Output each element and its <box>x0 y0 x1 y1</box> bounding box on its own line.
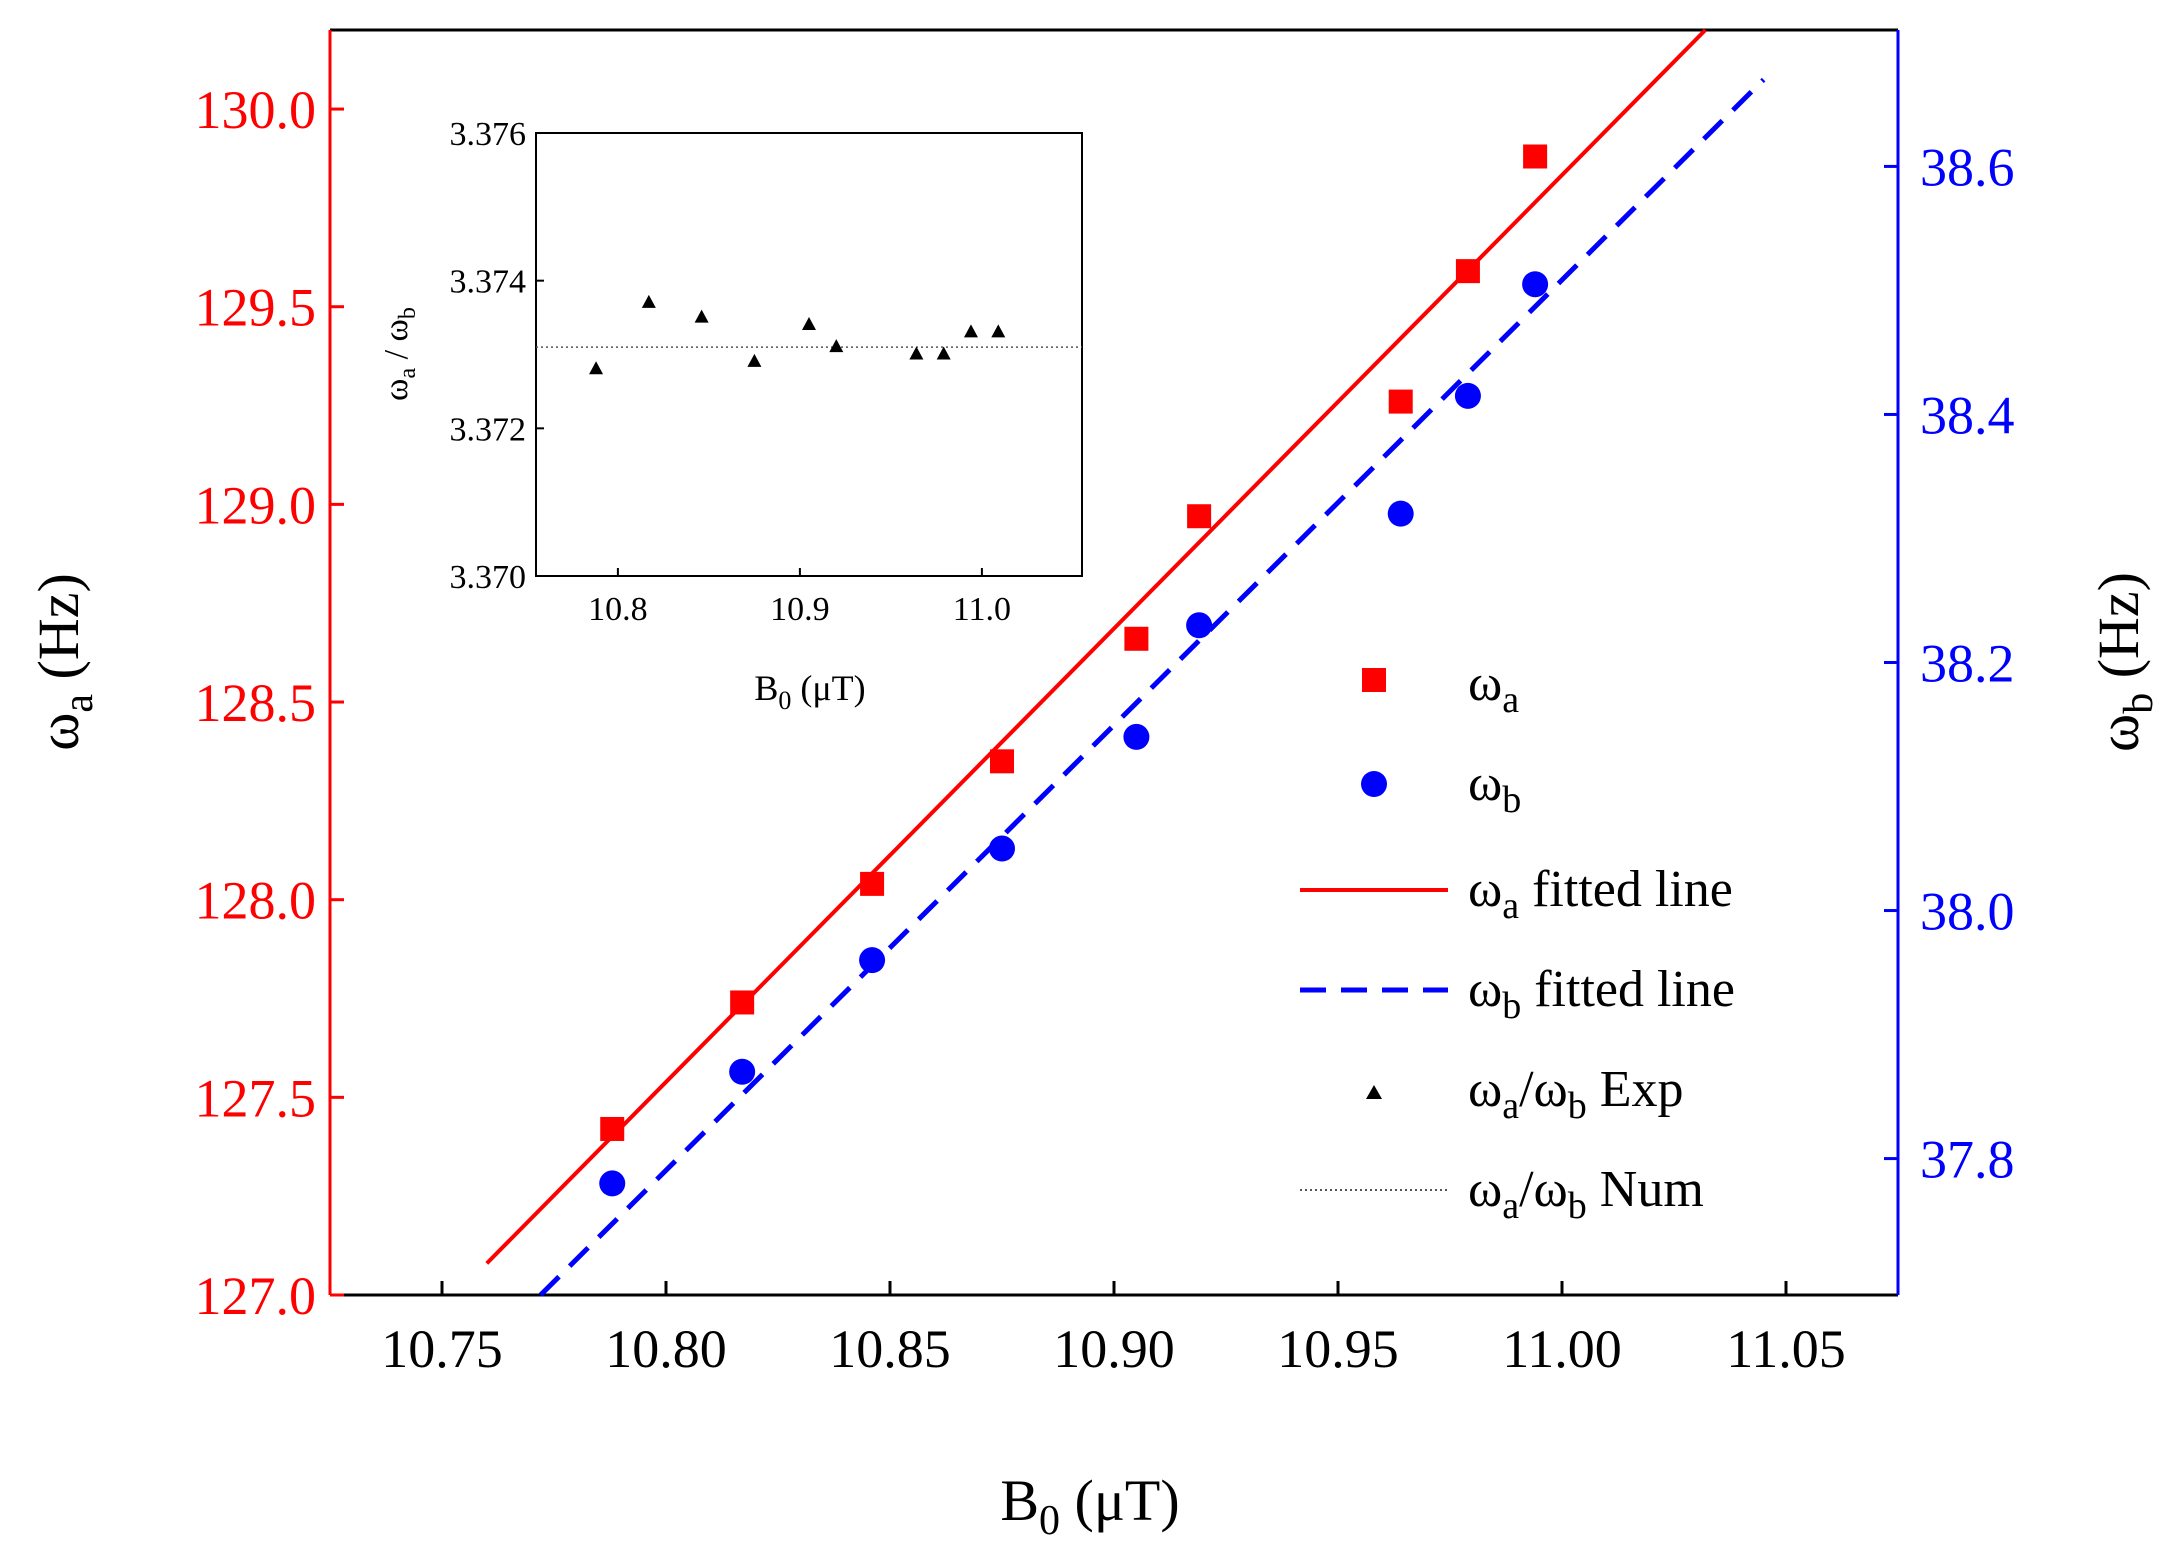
legend-symbol-triangle <box>1366 1085 1382 1099</box>
wb-point <box>599 1170 626 1197</box>
legend-symbol-circle <box>1361 771 1387 797</box>
wa-point <box>600 1116 625 1141</box>
main-y-left-ticks: 127.0 127.5 128.0 128.5 129.0 129.5 130.0 <box>195 80 344 1326</box>
ratio-exp-point <box>936 346 951 360</box>
fitted-lines <box>485 28 1766 1297</box>
y-left-tick-label: 129.5 <box>195 278 317 338</box>
legend-label-ratio-exp: ωa/ωb Exp <box>1468 1061 1684 1127</box>
y-left-tick-label: 127.0 <box>195 1266 317 1326</box>
ratio-exp-point <box>589 361 604 375</box>
y-left-tick-label: 127.5 <box>195 1068 317 1128</box>
inset-y-tick-label: 3.374 <box>450 264 527 301</box>
data-points <box>599 144 1549 1197</box>
main-y-right-ticks: 37.8 38.0 38.2 38.4 38.6 <box>1884 137 2015 1190</box>
wa-point <box>1388 389 1413 414</box>
main-x-ticks: 10.75 10.80 10.85 10.90 10.95 11.00 11.05 <box>381 1281 1846 1379</box>
y-right-axis-title-sub: b <box>2116 693 2162 714</box>
legend-label-ratio-num: ωa/ωb Num <box>1468 1161 1704 1227</box>
main-plot: 10.75 10.80 10.85 10.90 10.95 11.00 11.05 127.… <box>195 28 2015 1379</box>
y-right-tick-label: 38.6 <box>1920 137 2015 197</box>
x-tick-label: 10.95 <box>1277 1319 1399 1379</box>
x-axis-title: B0 (μT) <box>1000 1468 1179 1544</box>
wb-point <box>1123 723 1150 750</box>
wa-point <box>1124 626 1149 651</box>
legend-label-wa: ωa <box>1468 655 1519 721</box>
wa-point <box>1455 259 1480 284</box>
legend-label-wb: ωb <box>1468 755 1521 821</box>
y-right-axis-title-unit: (Hz) <box>2086 572 2151 693</box>
wb-point <box>1186 612 1213 639</box>
legend: ωa ωb ωa fitted line ωb fitted line ωa/ω… <box>1300 655 1735 1227</box>
inset-x-tick-label: 10.8 <box>588 591 648 628</box>
x-axis-title-main: B <box>1000 1468 1039 1533</box>
y-left-tick-label: 128.5 <box>195 673 317 733</box>
ratio-exp-point <box>909 346 924 360</box>
ratio-exp-point <box>991 324 1006 338</box>
x-axis-title-unit: (μT) <box>1060 1468 1180 1533</box>
x-tick-label: 10.75 <box>381 1319 503 1379</box>
x-axis-title-sub: 0 <box>1039 1498 1060 1544</box>
ratio-exp-point <box>747 353 762 367</box>
y-right-tick-label: 37.8 <box>1920 1130 2015 1190</box>
wb-point <box>989 835 1015 862</box>
y-left-axis-title: ωa (Hz) <box>26 573 102 751</box>
ratio-exp-point <box>963 324 978 338</box>
inset-y-tick-label: 3.376 <box>450 116 527 153</box>
y-left-tick-label: 129.0 <box>195 475 317 535</box>
ratio-exp-point <box>641 294 656 308</box>
wb-point <box>729 1058 756 1085</box>
wa-fitted-line <box>485 28 1707 1265</box>
x-tick-label: 10.80 <box>605 1319 727 1379</box>
legend-symbol-square <box>1362 668 1386 692</box>
wb-point <box>1454 382 1481 409</box>
y-left-axis-title-unit: (Hz) <box>26 573 91 694</box>
wb-fitted-line <box>538 77 1766 1297</box>
y-right-tick-label: 38.0 <box>1920 882 2015 942</box>
y-left-axis-title-main: ω <box>26 713 91 751</box>
ratio-exp-point <box>802 316 816 330</box>
wb-point <box>859 947 886 974</box>
y-right-axis-title: ωb (Hz) <box>2086 572 2162 752</box>
inset-y-axis-title: ωa / ωb <box>378 307 421 401</box>
x-tick-label: 10.85 <box>829 1319 951 1379</box>
inset-frame <box>535 132 1083 577</box>
wa-point <box>1187 504 1212 529</box>
y-left-tick-label: 130.0 <box>195 80 317 140</box>
ratio-exp-point <box>829 339 844 353</box>
inset-ticks: 10.8 10.9 11.0 3.370 3.372 3.374 3.376 <box>450 116 1012 628</box>
inset-x-tick-label: 10.9 <box>770 591 830 628</box>
x-tick-label: 11.00 <box>1502 1319 1622 1379</box>
inset-x-axis-title: B0 (μT) <box>754 668 865 715</box>
x-tick-label: 10.90 <box>1053 1319 1175 1379</box>
wb-point <box>1522 271 1549 298</box>
y-right-axis-title-main: ω <box>2086 714 2151 752</box>
y-right-tick-label: 38.4 <box>1920 385 2015 445</box>
y-right-tick-label: 38.2 <box>1920 634 2015 694</box>
wa-point <box>730 990 755 1015</box>
x-tick-label: 11.05 <box>1726 1319 1846 1379</box>
wa-point <box>990 749 1014 774</box>
wa-point <box>860 871 885 896</box>
wb-point <box>1387 500 1414 527</box>
inset-y-tick-label: 3.370 <box>450 559 527 596</box>
wa-point <box>1523 144 1548 169</box>
inset-marks <box>536 294 1082 375</box>
y-left-tick-label: 128.0 <box>195 871 317 931</box>
inset-x-tick-label: 11.0 <box>953 591 1011 628</box>
legend-label-wa-fit: ωa fitted line <box>1468 861 1733 927</box>
inset-plot: 10.8 10.9 11.0 3.370 3.372 3.374 3.376 B0 (μT)… <box>378 116 1083 715</box>
ratio-exp-point <box>694 309 709 323</box>
legend-label-wb-fit: ωb fitted line <box>1468 961 1735 1027</box>
y-left-axis-title-sub: a <box>56 694 102 713</box>
inset-y-tick-label: 3.372 <box>450 411 527 448</box>
